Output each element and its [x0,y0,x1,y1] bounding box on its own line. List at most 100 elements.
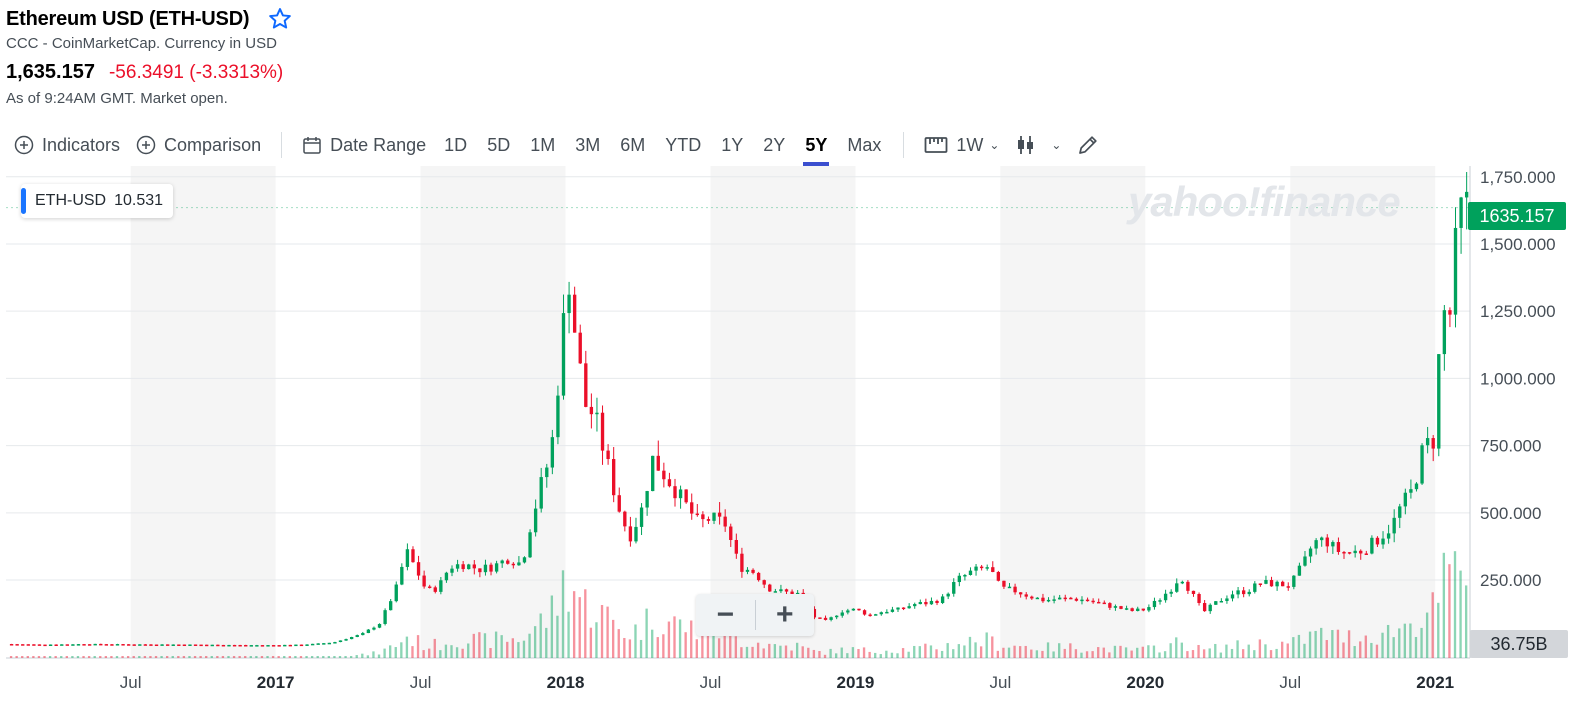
volume-bar [1342,642,1345,658]
candle-body [617,495,621,512]
date-range-button[interactable]: Date Range [294,128,434,162]
range-5y[interactable]: 5Y [795,128,837,166]
volume-bar [840,647,843,658]
volume-bar [946,643,949,658]
volume-bar [372,651,375,658]
range-6m[interactable]: 6M [620,134,646,155]
chevron-down-icon: ⌄ [989,138,1000,152]
candle-body [1281,581,1285,587]
volume-bar [929,645,933,658]
candle-body [1091,600,1095,603]
volume-bar [1442,552,1446,658]
volume-bar [835,653,838,658]
candle-body [940,596,945,604]
candle-body [578,332,582,364]
date-range-label: Date Range [330,134,427,155]
volume-bar [550,595,554,658]
volume-bar [896,653,899,658]
volume-bar [327,656,331,658]
candle-body [952,582,956,594]
price-chart[interactable]: 1,750.000 1,500.000 1,250.000 1,000.000 750.… [0,166,1594,711]
quote-subtitle: CCC - CoinMarketCap. Currency in USD [6,35,277,52]
range-max[interactable]: Max [847,134,882,155]
volume-bar [556,615,559,658]
draw-button[interactable] [1069,128,1115,162]
volume-tag: 36.75B [1470,630,1568,658]
volume-bar [121,656,124,658]
candle-body [160,644,164,646]
series-legend[interactable]: ETH-USD 10.531 [21,184,174,218]
candle-body [305,644,309,646]
toolbar-divider [281,132,283,158]
candle-body [968,570,973,575]
volume-bar [71,656,74,658]
star-icon[interactable] [267,6,293,32]
range-3m[interactable]: 3M [575,134,601,155]
candle-body [1459,197,1463,228]
range-ytd[interactable]: YTD [665,134,702,155]
candle-body [138,644,142,646]
volume-bar [32,656,35,658]
candle-body [87,644,92,646]
range-1d[interactable]: 1D [444,134,468,155]
volume-bar [768,643,771,658]
legend-value: 10.531 [114,192,164,209]
volume-bar [93,656,96,658]
candle-body [857,608,861,611]
candle-body [1035,597,1040,600]
volume-bar [561,570,565,658]
candle-body [489,564,493,572]
candle-body [935,600,939,604]
candle-body [1297,565,1302,576]
volume-bar [383,648,386,658]
comparison-button[interactable]: Comparison [128,128,269,162]
candle-body [1403,492,1408,507]
interval-select[interactable]: 1W ⌄ [916,128,1007,162]
candle-body [171,644,175,646]
candle-body [790,591,794,595]
volume-bar [255,656,258,658]
candle-body [60,644,64,646]
candle-body [840,612,844,616]
zoom-out-button[interactable]: − [716,598,735,631]
volume-bar [1197,644,1200,658]
range-5d[interactable]: 5D [487,134,511,155]
volume-bar [48,656,52,658]
candle-body [338,640,343,643]
candle-body [1136,608,1140,612]
volume-bar [656,637,659,658]
zoom-in-button[interactable]: + [775,598,794,631]
candle-body [26,644,30,646]
candle-body [494,563,499,572]
candle-body [1453,227,1458,315]
range-2y[interactable]: 2Y [763,134,786,155]
volume-bar [1214,643,1217,658]
candle-body [182,644,187,647]
candle-body [1320,537,1324,541]
candle-body [706,519,711,521]
candle-body [1275,581,1279,587]
range-1m[interactable]: 1M [530,134,556,155]
volume-bar [87,656,91,658]
volume-bar [706,617,710,658]
volume-bar [612,619,615,658]
x-tick-label: Jul [1279,673,1301,692]
candle-body [929,600,934,605]
range-1y[interactable]: 1Y [721,134,744,155]
candle-body [963,574,967,577]
chart-canvas[interactable]: 1,750.000 1,500.000 1,250.000 1,000.000 750.… [0,166,1594,711]
plus-circle-icon [136,135,156,155]
volume-bar [935,649,938,658]
indicators-button[interactable]: Indicators [6,128,128,162]
chart-type-select[interactable]: ⌄ [1007,128,1069,162]
candle-body [1169,591,1173,594]
candle-body [1258,583,1263,585]
candle-body [623,511,627,527]
y-tick-label: 1,250.000 [1480,302,1556,321]
y-tick-label: 1,000.000 [1480,369,1556,388]
candle-body [322,643,326,645]
volume-bar [1074,649,1078,658]
candle-body [550,437,555,468]
volume-bar [712,635,715,658]
candle-body [48,644,53,646]
